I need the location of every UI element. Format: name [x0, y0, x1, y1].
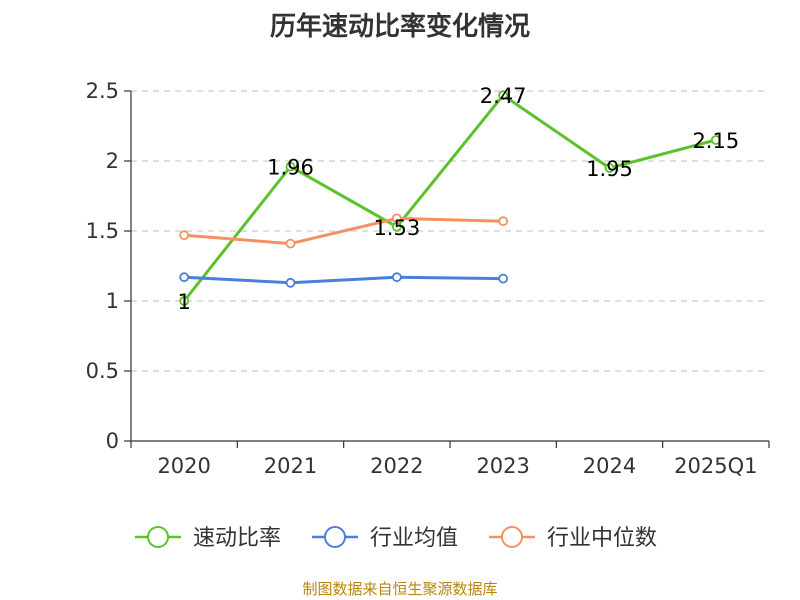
y-tick-label: 0.5: [86, 359, 119, 383]
legend: 速动比率 行业均值 行业中位数: [135, 526, 657, 551]
x-tick-label: 2021: [264, 454, 317, 478]
data-point: [604, 163, 615, 173]
legend-label: 行业中位数: [547, 526, 657, 551]
x-tick-label: 2023: [476, 454, 529, 478]
axes: 0 0.5 1 1.5 2 2.5 2020 2021 2022 2023 2024 2025Q1: [86, 79, 770, 478]
data-labels: 1 1.96 1.53 2.47 1.95 2.15: [177, 84, 739, 314]
series-line: [184, 216, 504, 246]
data-label: 2.47: [480, 84, 527, 108]
x-tick-label: 2022: [370, 454, 423, 478]
data-point: [285, 238, 296, 249]
series-lines: [179, 90, 721, 306]
data-point: [179, 272, 190, 283]
data-point: [710, 135, 721, 145]
y-tick-label: 2.5: [86, 79, 119, 103]
series-line: [184, 275, 504, 285]
data-point: [391, 272, 402, 283]
data-point: [285, 161, 296, 172]
legend-swatch-marker: [324, 526, 346, 548]
data-point: [498, 90, 509, 101]
data-label: 1: [177, 290, 190, 314]
data-label: 1.96: [267, 156, 314, 180]
data-label: 1.95: [586, 157, 633, 181]
y-tick-label: 2: [106, 149, 119, 173]
data-label: 2.15: [692, 129, 739, 153]
data-point: [179, 230, 190, 241]
data-point: [498, 216, 509, 227]
chart-title: 历年速动比率变化情况: [269, 12, 530, 42]
series-line: [182, 93, 717, 302]
x-tick-label: 2024: [583, 454, 636, 478]
legend-swatch-marker: [501, 526, 523, 548]
legend-label: 行业均值: [370, 526, 458, 551]
source-note: 制图数据来自恒生聚源数据库: [302, 580, 498, 598]
gridlines: [131, 90, 769, 372]
data-point: [285, 277, 296, 288]
y-tick-label: 1.5: [86, 219, 119, 243]
x-tick-label: 2025Q1: [674, 454, 757, 478]
data-label: 1.53: [373, 216, 420, 240]
data-point: [498, 273, 509, 284]
x-tick-label: 2020: [157, 454, 210, 478]
legend-label: 速动比率: [193, 526, 281, 551]
y-tick-label: 1: [106, 289, 119, 313]
y-tick-label: 0: [106, 429, 119, 453]
legend-swatch-marker: [147, 526, 169, 548]
data-point: [179, 296, 190, 306]
data-point: [391, 213, 402, 224]
